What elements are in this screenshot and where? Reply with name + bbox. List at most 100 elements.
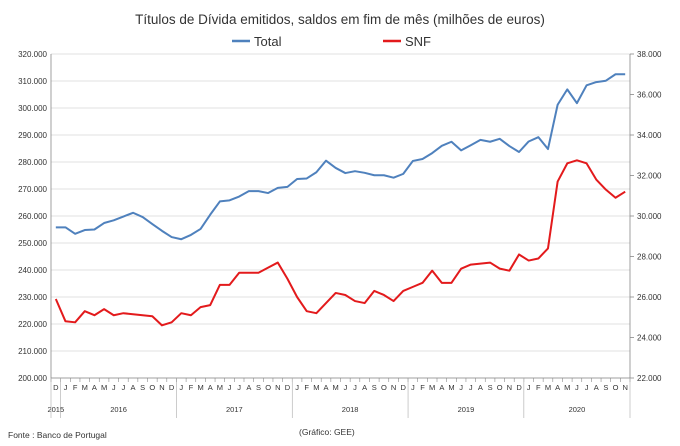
month-tick-label: J: [179, 383, 183, 392]
month-tick-label: M: [448, 383, 454, 392]
year-label: 2015: [47, 405, 64, 414]
y-right-tick-label: 24.000: [637, 334, 662, 343]
month-tick-label: J: [228, 383, 232, 392]
y-right-tick-label: 36.000: [637, 91, 662, 100]
month-tick-label: F: [73, 383, 78, 392]
month-tick-label: A: [208, 383, 213, 392]
month-tick-label: J: [112, 383, 116, 392]
month-tick-label: A: [555, 383, 560, 392]
month-tick-label: J: [527, 383, 531, 392]
month-tick-label: J: [575, 383, 579, 392]
month-tick-label: S: [140, 383, 145, 392]
month-tick-label: S: [603, 383, 608, 392]
year-label: 2020: [569, 405, 586, 414]
y-axis-left: 200.000 210.000 220.000 230.000 240.000 250.0…: [18, 50, 47, 383]
y-left-tick-label: 300.000: [18, 104, 47, 113]
month-tick-label: N: [622, 383, 627, 392]
month-tick-label: D: [401, 383, 407, 392]
series-line-snf: [54, 159, 626, 327]
month-tick-label: O: [613, 383, 619, 392]
month-tick-label: D: [53, 383, 59, 392]
y-left-tick-label: 240.000: [18, 266, 47, 275]
month-tick-label: M: [197, 383, 203, 392]
month-tick-label: F: [536, 383, 541, 392]
y-left-tick-label: 210.000: [18, 347, 47, 356]
month-tick-label: D: [169, 383, 175, 392]
month-tick-label: J: [343, 383, 347, 392]
month-tick-label: F: [420, 383, 425, 392]
month-tick-label: J: [64, 383, 68, 392]
y-left-tick-label: 250.000: [18, 239, 47, 248]
month-tick-label: A: [324, 383, 329, 392]
legend-label-total: Total: [254, 34, 282, 49]
month-tick-label: M: [545, 383, 551, 392]
month-tick-label: J: [353, 383, 357, 392]
month-tick-label: J: [585, 383, 589, 392]
y-right-tick-label: 28.000: [637, 253, 662, 262]
year-label: 2017: [226, 405, 243, 414]
month-tick-label: O: [149, 383, 155, 392]
month-tick-label: A: [478, 383, 483, 392]
source-note: Fonte : Banco de Portugal: [8, 430, 107, 440]
month-tick-label: M: [313, 383, 319, 392]
month-tick-label: F: [189, 383, 194, 392]
month-tick-label: J: [237, 383, 241, 392]
month-tick-label: A: [92, 383, 97, 392]
month-tick-label: D: [516, 383, 522, 392]
chart-title: Títulos de Dívida emitidos, saldos em fi…: [135, 12, 545, 27]
y-left-tick-label: 220.000: [18, 320, 47, 329]
year-label: 2016: [110, 405, 127, 414]
year-label: 2018: [342, 405, 359, 414]
y-left-tick-label: 270.000: [18, 185, 47, 194]
y-left-tick-label: 310.000: [18, 77, 47, 86]
y-left-tick-label: 230.000: [18, 293, 47, 302]
y-axis-right: 22.000 24.000 26.000 28.000 30.000 32.000 34.0…: [630, 50, 662, 383]
month-tick-label: N: [159, 383, 164, 392]
month-tick-label: S: [256, 383, 261, 392]
month-tick-label: M: [82, 383, 88, 392]
y-right-tick-label: 34.000: [637, 131, 662, 140]
month-tick-label: N: [275, 383, 280, 392]
month-tick-label: O: [265, 383, 271, 392]
gridlines: [51, 53, 630, 379]
month-tick-label: N: [507, 383, 512, 392]
month-tick-label: J: [411, 383, 415, 392]
month-tick-label: M: [101, 383, 107, 392]
month-tick-label: J: [469, 383, 473, 392]
month-tick-label: F: [304, 383, 309, 392]
month-tick-label: S: [372, 383, 377, 392]
y-right-tick-label: 22.000: [637, 374, 662, 383]
month-tick-label: A: [246, 383, 251, 392]
month-tick-label: A: [131, 383, 136, 392]
credit-note: (Gráfico: GEE): [299, 427, 355, 437]
month-tick-label: N: [391, 383, 396, 392]
month-tick-label: M: [564, 383, 570, 392]
month-tick-label: J: [295, 383, 299, 392]
month-tick-label: A: [439, 383, 444, 392]
legend: Total SNF: [232, 34, 431, 49]
month-tick-label: D: [285, 383, 291, 392]
y-left-tick-label: 260.000: [18, 212, 47, 221]
y-left-tick-label: 200.000: [18, 374, 47, 383]
month-tick-label: O: [497, 383, 503, 392]
month-tick-label: A: [594, 383, 599, 392]
month-tick-label: A: [362, 383, 367, 392]
month-tick-label: M: [429, 383, 435, 392]
y-left-tick-label: 320.000: [18, 50, 47, 59]
month-tick-label: M: [333, 383, 339, 392]
year-label: 2019: [458, 405, 475, 414]
y-right-tick-label: 38.000: [637, 50, 662, 59]
month-tick-label: M: [217, 383, 223, 392]
month-tick-label: O: [381, 383, 387, 392]
y-right-tick-label: 30.000: [637, 212, 662, 221]
y-right-tick-label: 26.000: [637, 293, 662, 302]
y-left-tick-label: 280.000: [18, 158, 47, 167]
month-tick-label: J: [459, 383, 463, 392]
legend-label-snf: SNF: [405, 34, 431, 49]
series-line-total: [55, 73, 626, 241]
month-tick-label: S: [488, 383, 493, 392]
month-tick-label: J: [122, 383, 126, 392]
y-left-tick-label: 290.000: [18, 131, 47, 140]
